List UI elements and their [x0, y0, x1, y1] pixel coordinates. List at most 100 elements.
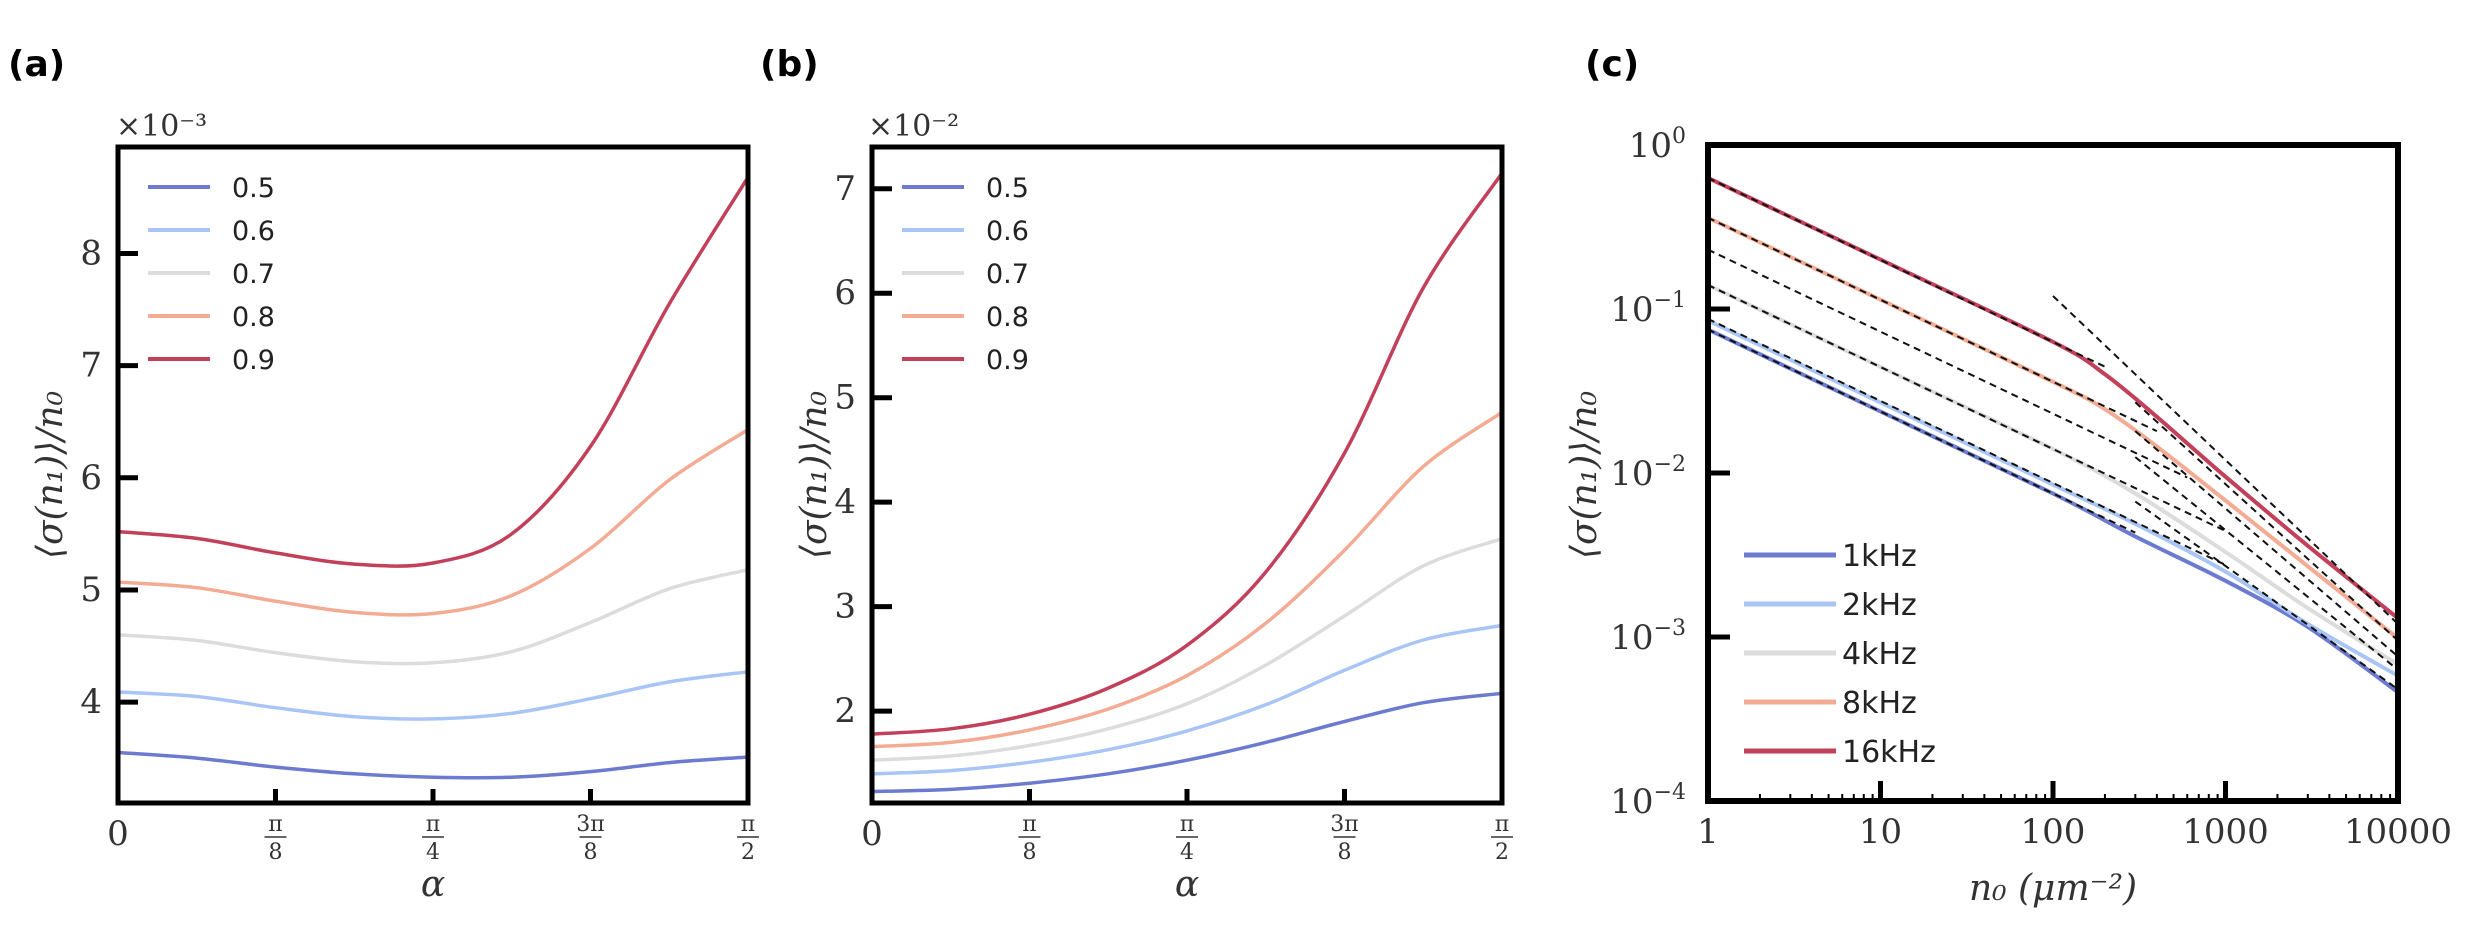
panel-b-legend-label: 0.9: [986, 345, 1029, 376]
panel-c-x-tick-label: 1000: [2182, 812, 2269, 852]
panel-b-frame: [869, 144, 1505, 806]
panel-b-ylabel: ⟨σ(n₁)⟩/n₀: [794, 391, 835, 559]
panel-a-y-tick-label: 5: [80, 570, 102, 610]
panel-c-y-tick-exponent: −4: [1654, 780, 1686, 805]
panel-c-y-tick-mantissa: 10: [1610, 618, 1653, 658]
panel-b-series-line-0.7: [870, 536, 1504, 762]
panel-a-legend-label: 0.6: [232, 216, 275, 247]
panel-c-frame: [1705, 142, 2401, 804]
panel-c-y-tick-label: 10−3: [1610, 616, 1686, 658]
panel-c-y-tick-mantissa: 10: [1610, 782, 1653, 822]
panel-b-series-line-0.8: [870, 410, 1504, 749]
panel-c-legend-label: 8kHz: [1842, 686, 1917, 721]
panel-c-x-tick-label: 10: [1859, 812, 1902, 852]
panel-c-label: (c): [1585, 44, 1639, 85]
panel-b-y-tick-label: 4: [834, 482, 856, 522]
panel-a-legend-label: 0.7: [232, 259, 275, 290]
panel-a-x-tick-numerator: π: [741, 812, 755, 837]
panel-b-y-tick-label: 3: [834, 587, 856, 627]
panel-b-offset-label: ×10⁻²: [868, 109, 959, 144]
panel-b-legend-label: 0.6: [986, 216, 1029, 247]
panel-a-frame: [115, 144, 751, 806]
panel-b-legend-label: 0.7: [986, 259, 1029, 290]
panel-a-label: (a): [8, 44, 65, 85]
panel-c-series-line-2kHz: [1706, 318, 2400, 678]
panel-c-reference-line: [2052, 295, 2399, 625]
panel-b-x-tick-label: 0: [861, 814, 883, 854]
panel-c-x-tick-label: 1: [1697, 812, 1719, 852]
panel-c-y-tick-mantissa: 10: [1629, 126, 1672, 166]
panel-c-reference-line: [1707, 328, 2136, 534]
panel-b-x-tick-numerator: π: [1022, 812, 1036, 837]
panel-a-x-tick-denominator: 8: [584, 840, 598, 865]
panel-b-label: (b): [760, 44, 819, 85]
panel-c-legend-label: 16kHz: [1842, 735, 1936, 770]
panel-c-ylabel: ⟨σ(n₁)⟩/n₀: [1564, 391, 1605, 559]
panel-c-y-tick-label: 10−1: [1610, 288, 1686, 330]
panel-b-x-tick-denominator: 2: [1495, 840, 1509, 865]
panel-c-y-tick-exponent: −1: [1654, 288, 1686, 313]
panel-c-y-tick-label: 10−4: [1610, 780, 1686, 822]
panel-b-legend-label: 0.5: [986, 173, 1029, 204]
panel-c-legend-label: 1kHz: [1842, 539, 1917, 574]
panel-c-y-tick-label: 10−2: [1610, 452, 1686, 494]
panel-b-x-tick-denominator: 8: [1023, 840, 1037, 865]
panel-b-series-line-0.5: [870, 691, 1504, 794]
panel-a-ylabel: ⟨σ(n₁)⟩/n₀: [30, 391, 71, 559]
panel-a-series-line-0.8: [116, 427, 750, 617]
panel-c-xlabel: n₀ (μm⁻²): [1969, 868, 2137, 909]
panel-b-legend-label: 0.8: [986, 302, 1029, 333]
panel-c-y-tick-exponent: −2: [1654, 452, 1686, 477]
panel-b-x-tick-denominator: 4: [1180, 840, 1194, 865]
panel-b-x-tick-numerator: π: [1180, 812, 1194, 837]
panel-c-y-tick-mantissa: 10: [1610, 454, 1653, 494]
panel-c-y-tick-mantissa: 10: [1610, 290, 1653, 330]
panel-a-x-tick-denominator: 4: [426, 840, 440, 865]
panel-a-xlabel: α: [421, 864, 445, 905]
panel-a-legend-label: 0.9: [232, 345, 275, 376]
panel-b-series-line-0.6: [870, 623, 1504, 776]
panel-a-series-line-0.9: [116, 175, 750, 568]
panel-c: (c) 1 10 100 1000 1000010010−110−210−310−41k…: [1564, 44, 2452, 909]
panel-c-y-tick-exponent: −3: [1654, 616, 1686, 641]
panel-a-legend-label: 0.5: [232, 173, 275, 204]
panel-c-x-tick-label: 10000: [2344, 812, 2452, 852]
panel-c-reference-line: [2134, 430, 2399, 658]
panel-a-y-tick-label: 4: [80, 682, 102, 722]
panel-a-x-tick-numerator: 3π: [576, 812, 604, 837]
panel-a-series-line-0.6: [116, 670, 750, 721]
panel-c-reference-line: [1707, 177, 2106, 368]
panel-c-y-tick-exponent: 0: [1672, 124, 1686, 149]
panel-a-x-tick-denominator: 2: [741, 840, 755, 865]
panel-a-x-tick-denominator: 8: [269, 840, 283, 865]
panel-a-x-tick-label: 0: [107, 814, 129, 854]
panel-a-x-tick-numerator: π: [426, 812, 440, 837]
panel-b-x-tick-numerator: 3π: [1330, 812, 1358, 837]
panel-a-x-tick-numerator: π: [268, 812, 282, 837]
panel-b-y-tick-label: 5: [834, 378, 856, 418]
panel-b-y-tick-label: 7: [834, 169, 856, 209]
panel-a-y-tick-label: 8: [80, 234, 102, 274]
panel-c-legend-label: 4kHz: [1842, 637, 1917, 672]
panel-a-legend-label: 0.8: [232, 302, 275, 333]
panel-c-reference-line: [1707, 216, 2158, 433]
panel-c-series-line-8kHz: [1706, 215, 2400, 641]
panel-a-offset-label: ×10⁻³: [116, 109, 207, 144]
panel-c-x-tick-label: 100: [2021, 812, 2086, 852]
panel-b-y-tick-label: 6: [834, 273, 856, 313]
panel-c-reference-line: [1707, 248, 2188, 479]
panel-a-y-tick-label: 7: [80, 346, 102, 386]
panel-a-series-line-0.5: [116, 750, 750, 780]
panel-b-series-line-0.9: [870, 171, 1504, 736]
panel-c-legend-label: 2kHz: [1842, 588, 1917, 623]
panel-c-series-line-16kHz: [1706, 175, 2400, 621]
panel-b-x-tick-numerator: π: [1495, 812, 1509, 837]
panel-b-y-tick-label: 2: [834, 691, 856, 731]
panel-c-y-tick-label: 100: [1629, 124, 1686, 166]
panel-c-reference-line: [2134, 500, 2399, 691]
panel-b-x-tick-denominator: 8: [1338, 840, 1352, 865]
panel-a: (a) ×10⁻³ 0 π 8 π 4 3π 8 π 2 4 5 6 7 8 0.5 0.6 0.7 0.8 0.9…: [8, 44, 759, 905]
panel-a-series-line-0.7: [116, 568, 750, 666]
panel-b-xlabel: α: [1175, 864, 1199, 905]
